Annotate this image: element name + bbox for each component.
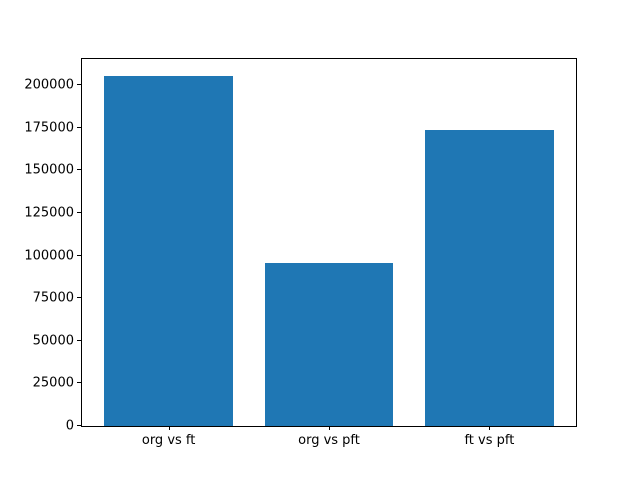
bar-org-vs-ft bbox=[104, 76, 233, 426]
y-tick-label: 200000 bbox=[24, 77, 74, 93]
y-tick-mark bbox=[77, 339, 81, 341]
x-tick-mark bbox=[168, 426, 170, 430]
y-tick-label: 0 bbox=[65, 418, 74, 434]
y-tick-label: 125000 bbox=[24, 205, 74, 221]
bar-org-vs-pft bbox=[264, 263, 394, 426]
y-tick-mark bbox=[77, 211, 81, 213]
y-tick-label: 75000 bbox=[32, 290, 74, 306]
y-tick-label: 175000 bbox=[24, 120, 74, 136]
x-tick-mark bbox=[489, 426, 491, 430]
y-tick-mark bbox=[77, 84, 81, 85]
x-tick-mark bbox=[329, 426, 330, 430]
y-tick-mark bbox=[77, 126, 81, 128]
y-tick-mark bbox=[77, 382, 81, 384]
y-tick-mark bbox=[77, 169, 81, 171]
x-tick-label: org vs ft bbox=[141, 433, 196, 448]
bar-ft-vs-pft bbox=[425, 130, 554, 426]
y-tick-label: 50000 bbox=[32, 333, 74, 349]
x-tick-label: ft vs pft bbox=[464, 433, 515, 448]
plot-area: 0 25000 50000 75000 100000 125000 150000 175000… bbox=[24, 58, 577, 447]
y-tick-mark bbox=[77, 297, 81, 299]
y-tick-label: 150000 bbox=[24, 162, 74, 178]
y-tick-label: 25000 bbox=[32, 375, 74, 391]
y-tick-label: 100000 bbox=[24, 248, 74, 263]
x-tick-label: org vs pft bbox=[298, 433, 360, 448]
y-tick-mark bbox=[77, 254, 81, 256]
y-tick-mark bbox=[77, 425, 81, 426]
